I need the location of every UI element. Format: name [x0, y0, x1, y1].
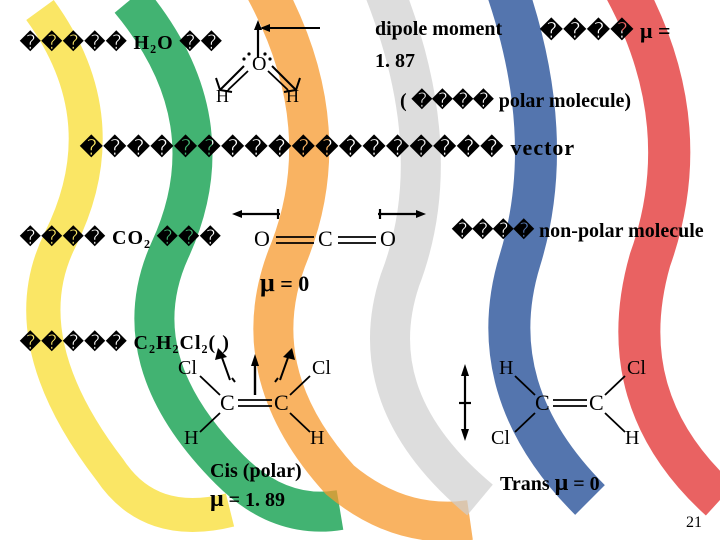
trans-structure: C C H Cl Cl H: [425, 340, 685, 470]
svg-text:H: H: [310, 427, 324, 449]
svg-text:H: H: [499, 357, 513, 379]
svg-text:H: H: [286, 86, 299, 106]
mu-189: μ = 1. 89: [210, 486, 285, 513]
mu-eq-0-mu: μ: [260, 268, 275, 297]
svg-text:O: O: [380, 226, 396, 251]
svg-text:C: C: [318, 226, 333, 251]
svg-text:H: H: [625, 427, 639, 449]
value-187: 1. 87: [375, 50, 415, 73]
right-boxes: ����: [540, 18, 634, 44]
vector-line-text: ������������������ vector: [80, 135, 575, 160]
h2o-structure: O H H: [200, 18, 320, 108]
svg-text:C: C: [535, 390, 550, 415]
vector-line: ������������������ vector: [80, 135, 575, 161]
h2o-label: ����� H₂O ��: [20, 30, 223, 55]
mu-eq-text: μ =: [640, 18, 671, 43]
page-number-text: 21: [686, 514, 702, 531]
mu-189-rest: = 1. 89: [229, 489, 285, 511]
cis-label: Cis (polar): [210, 460, 302, 483]
dipole-label-text: dipole moment: [375, 18, 502, 40]
svg-text:Cl: Cl: [491, 427, 510, 449]
nonpolar-line: ���� non-polar molecule: [452, 218, 704, 243]
svg-text:H: H: [184, 427, 198, 449]
cis-label-text: Cis (polar): [210, 460, 302, 482]
value-187-text: 1. 87: [375, 50, 415, 72]
svg-text:Cl: Cl: [178, 357, 197, 379]
svg-text:C: C: [589, 390, 604, 415]
trans-label: Trans μ = 0: [500, 470, 600, 497]
nonpolar-line-text: ���� non-polar molecule: [452, 220, 704, 242]
cis-structure: C C Cl Cl H H: [150, 340, 380, 470]
polar-line-text: ( ���� polar molecule): [400, 90, 631, 112]
svg-text:O: O: [254, 226, 270, 251]
mu-eq-0-rest: = 0: [280, 271, 309, 296]
trans-label-text: Trans: [500, 473, 555, 495]
svg-text:C: C: [220, 390, 235, 415]
dipole-label: dipole moment: [375, 18, 502, 41]
svg-text:O: O: [252, 53, 266, 75]
page-number: 21: [686, 514, 702, 532]
polar-line: ( ���� polar molecule): [400, 88, 631, 113]
co2-structure: O C O: [220, 200, 450, 270]
svg-text:Cl: Cl: [627, 357, 646, 379]
co2-label: ���� CO₂ ���: [20, 225, 222, 250]
svg-text:C: C: [274, 390, 289, 415]
svg-text:H: H: [216, 86, 229, 106]
mu-eq-0: μ = 0: [260, 268, 309, 298]
right-boxes-text: ����: [540, 18, 634, 43]
svg-text:Cl: Cl: [312, 357, 331, 379]
h2o-label-text: ����� H₂O ��: [20, 32, 223, 54]
mu-eq: μ =: [640, 18, 671, 44]
co2-label-text: ���� CO₂ ���: [20, 227, 222, 249]
